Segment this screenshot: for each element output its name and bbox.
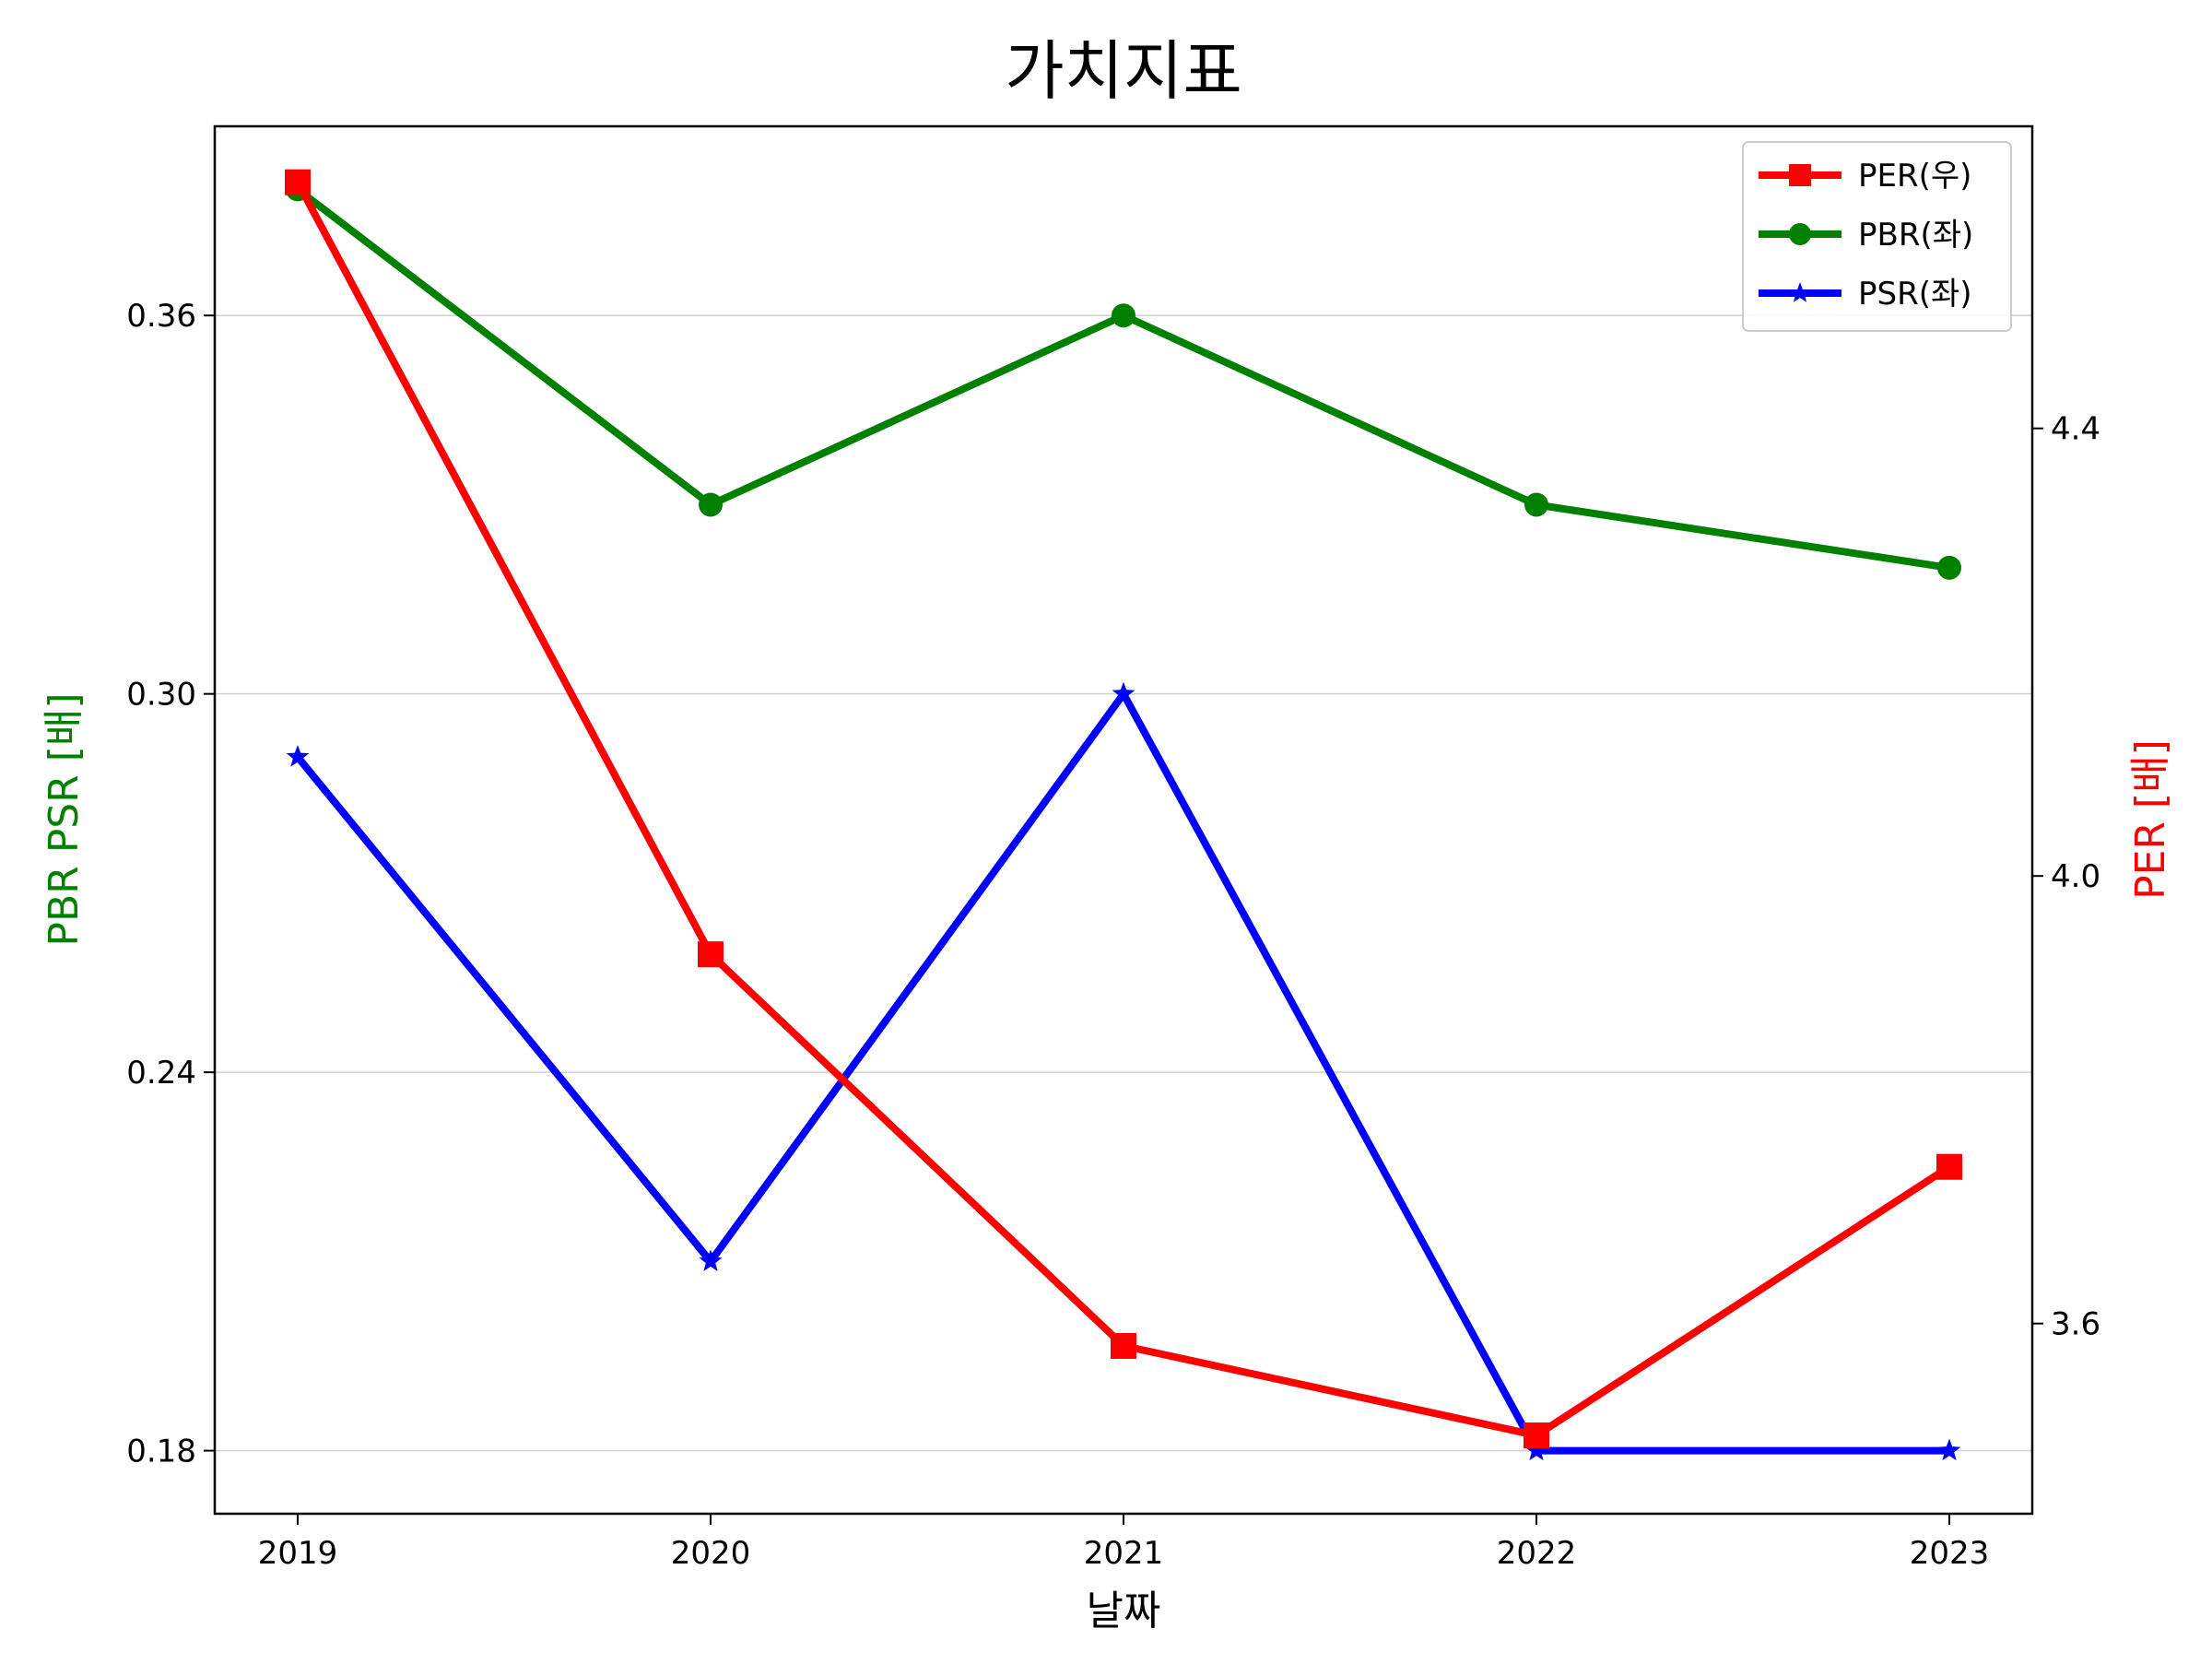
data-point-square — [698, 941, 724, 968]
chart-legend: PER(우) PBR(좌) PSR(좌) — [1742, 141, 2012, 332]
data-point-circle — [1789, 223, 1811, 245]
legend-item: PER(우) — [1759, 158, 1971, 195]
series-layer — [285, 169, 1962, 1461]
data-point-star — [699, 1249, 723, 1271]
y-axis-left-title: PBR PSR [배] — [41, 692, 88, 946]
data-point-star — [1789, 282, 1811, 302]
chart-title: 가치지표 — [1005, 33, 1242, 109]
data-point-star — [1937, 1438, 1961, 1461]
legend-items: PER(우) PBR(좌) PSR(좌) — [1759, 158, 1973, 313]
data-point-star — [1524, 1438, 1548, 1461]
y-right-tick-label: 4.0 — [2051, 858, 2100, 895]
y-right-tick-label: 3.6 — [2051, 1306, 2100, 1343]
legend-label: PER(우) — [1858, 158, 1971, 195]
y-left-tick-label: 0.24 — [126, 1055, 196, 1092]
x-tick-label: 2020 — [671, 1535, 751, 1572]
legend-item: PSR(좌) — [1759, 276, 1972, 313]
data-point-star — [286, 745, 310, 767]
y-axis-right-title: PER [배] — [2127, 739, 2174, 900]
x-tick-label: 2023 — [1910, 1535, 1990, 1572]
data-point-square — [1111, 1332, 1136, 1359]
x-tick-label: 2022 — [1497, 1535, 1577, 1572]
axis-layer: 0.18 0.24 0.30 0.36 3.6 4.0 4.4 2019 2020 2021 202… — [126, 298, 2100, 1572]
y-left-tick-label: 0.36 — [126, 298, 196, 335]
data-point-circle — [1524, 492, 1548, 517]
x-axis-title: 날짜 — [1087, 1587, 1161, 1634]
data-point-square — [1936, 1153, 1962, 1180]
y-left-tick-label: 0.18 — [126, 1434, 196, 1470]
data-point-square — [1524, 1422, 1549, 1449]
legend-label: PBR(좌) — [1858, 217, 1973, 254]
x-tick-label: 2021 — [1084, 1535, 1164, 1572]
data-point-square — [285, 169, 311, 195]
data-point-circle — [1112, 303, 1135, 328]
data-point-circle — [1937, 555, 1961, 580]
x-tick-label: 2019 — [258, 1535, 338, 1572]
data-point-circle — [699, 492, 723, 517]
series-psr — [286, 681, 1961, 1461]
data-point-square — [1789, 164, 1811, 186]
legend-item: PBR(좌) — [1759, 217, 1973, 254]
series-per — [285, 169, 1962, 1449]
data-point-star — [1112, 681, 1135, 704]
legend-box — [1742, 141, 2012, 332]
y-right-tick-label: 4.4 — [2051, 411, 2100, 448]
y-left-tick-label: 0.30 — [126, 677, 196, 714]
legend-label: PSR(좌) — [1858, 276, 1972, 313]
